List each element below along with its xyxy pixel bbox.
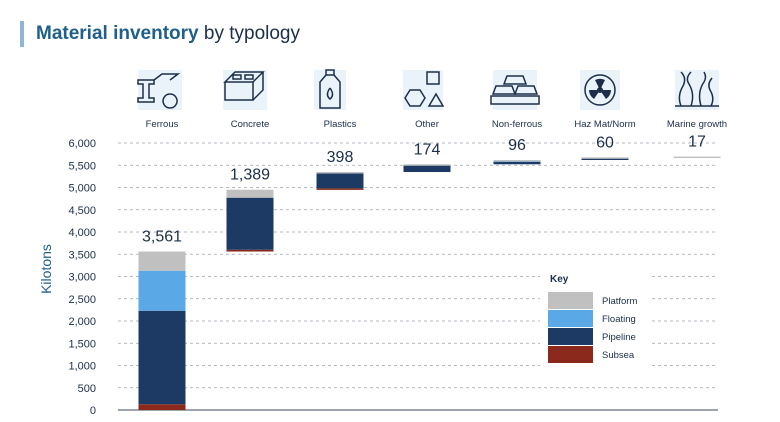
plastic-bottle-icon bbox=[314, 69, 346, 110]
legend-swatch-platform bbox=[548, 292, 593, 309]
total-label: 96 bbox=[508, 137, 526, 154]
title-block: Material inventory by typology bbox=[20, 20, 300, 48]
bar-segment-pipeline bbox=[226, 197, 274, 250]
legend-items: Platform Floating Pipeline Subsea bbox=[548, 292, 637, 363]
legend-title: Key bbox=[550, 274, 569, 285]
legend-label: Floating bbox=[602, 314, 636, 325]
y-tick-label: 5,500 bbox=[68, 160, 96, 172]
bar-segment-subsea bbox=[138, 404, 186, 410]
y-axis-ticks: 0 500 1,000 1,500 2,000 2,500 3,000 3,500 4,000 4… bbox=[68, 138, 96, 417]
radiation-icon bbox=[580, 70, 620, 110]
total-label: 3,561 bbox=[142, 229, 182, 246]
category-label: Non-ferrous bbox=[492, 119, 542, 130]
shapes-icon bbox=[403, 70, 445, 110]
category-labels: Ferrous Concrete Plastics Other Non-ferrous H… bbox=[146, 119, 727, 130]
y-tick-label: 1,500 bbox=[68, 338, 96, 350]
category-label: Other bbox=[415, 119, 439, 130]
legend-label: Platform bbox=[602, 296, 637, 307]
y-tick-label: 6,000 bbox=[68, 138, 96, 150]
y-tick-label: 1,000 bbox=[68, 361, 96, 373]
y-tick-label: 0 bbox=[90, 405, 96, 417]
y-tick-label: 3,500 bbox=[68, 249, 96, 261]
page-title: Material inventory by typology bbox=[36, 23, 300, 45]
y-axis-title: Kilotons bbox=[38, 244, 54, 294]
metal-ingots-icon bbox=[490, 70, 540, 110]
y-tick-label: 4,000 bbox=[68, 227, 96, 239]
total-labels: 3,561 1,389 398 174 96 60 17 bbox=[142, 134, 706, 246]
y-tick-label: 3,000 bbox=[68, 272, 96, 284]
legend-label: Subsea bbox=[602, 350, 635, 361]
y-tick-label: 4,500 bbox=[68, 205, 96, 217]
bar-segment-pipeline bbox=[493, 161, 541, 165]
category-label: Ferrous bbox=[146, 119, 179, 130]
bar-segment-floating bbox=[138, 270, 186, 311]
bar-segment-platform bbox=[316, 172, 364, 174]
bar-segment-subsea bbox=[226, 249, 274, 252]
title-accent-bar bbox=[20, 21, 24, 47]
bar-segment-platform bbox=[403, 164, 451, 166]
total-label: 1,389 bbox=[230, 167, 270, 184]
total-label: 174 bbox=[414, 141, 441, 158]
y-tick-label: 500 bbox=[78, 383, 96, 395]
legend-swatch-pipeline bbox=[548, 328, 593, 345]
legend-swatch-floating bbox=[548, 310, 593, 327]
bar-segment-subsea bbox=[316, 188, 364, 190]
bar-segment-pipeline bbox=[138, 310, 186, 405]
title-bold: Material inventory bbox=[36, 23, 199, 44]
bar-segment-pipeline bbox=[403, 165, 451, 173]
seaweed-icon bbox=[675, 70, 719, 110]
title-rest: by typology bbox=[198, 23, 301, 44]
bar-segment-platform bbox=[138, 251, 186, 271]
legend-swatch-subsea bbox=[548, 346, 593, 363]
total-label: 60 bbox=[596, 134, 614, 151]
total-label: 398 bbox=[327, 149, 354, 166]
y-tick-label: 5,000 bbox=[68, 183, 96, 195]
category-label: Concrete bbox=[231, 119, 270, 130]
y-tick-label: 2,000 bbox=[68, 316, 96, 328]
bar-segment-platform bbox=[493, 159, 541, 162]
bar-segment-platform bbox=[226, 189, 274, 198]
total-label: 17 bbox=[688, 134, 706, 151]
category-label: Haz Mat/Norm bbox=[574, 119, 635, 130]
concrete-block-icon bbox=[223, 70, 267, 110]
y-tick-label: 2,500 bbox=[68, 294, 96, 306]
category-label: Marine growth bbox=[667, 119, 727, 130]
bars bbox=[138, 156, 721, 410]
bar-segment-platform bbox=[581, 157, 629, 159]
steel-beam-icon bbox=[137, 70, 182, 110]
category-label: Plastics bbox=[324, 119, 357, 130]
bar-segment-platform bbox=[673, 156, 721, 159]
legend-label: Pipeline bbox=[602, 332, 636, 343]
bar-segment-pipeline bbox=[316, 173, 364, 189]
bar-segment-pipeline bbox=[581, 157, 629, 160]
legend: Key Platform Floating Pipeline Subsea bbox=[540, 268, 650, 370]
